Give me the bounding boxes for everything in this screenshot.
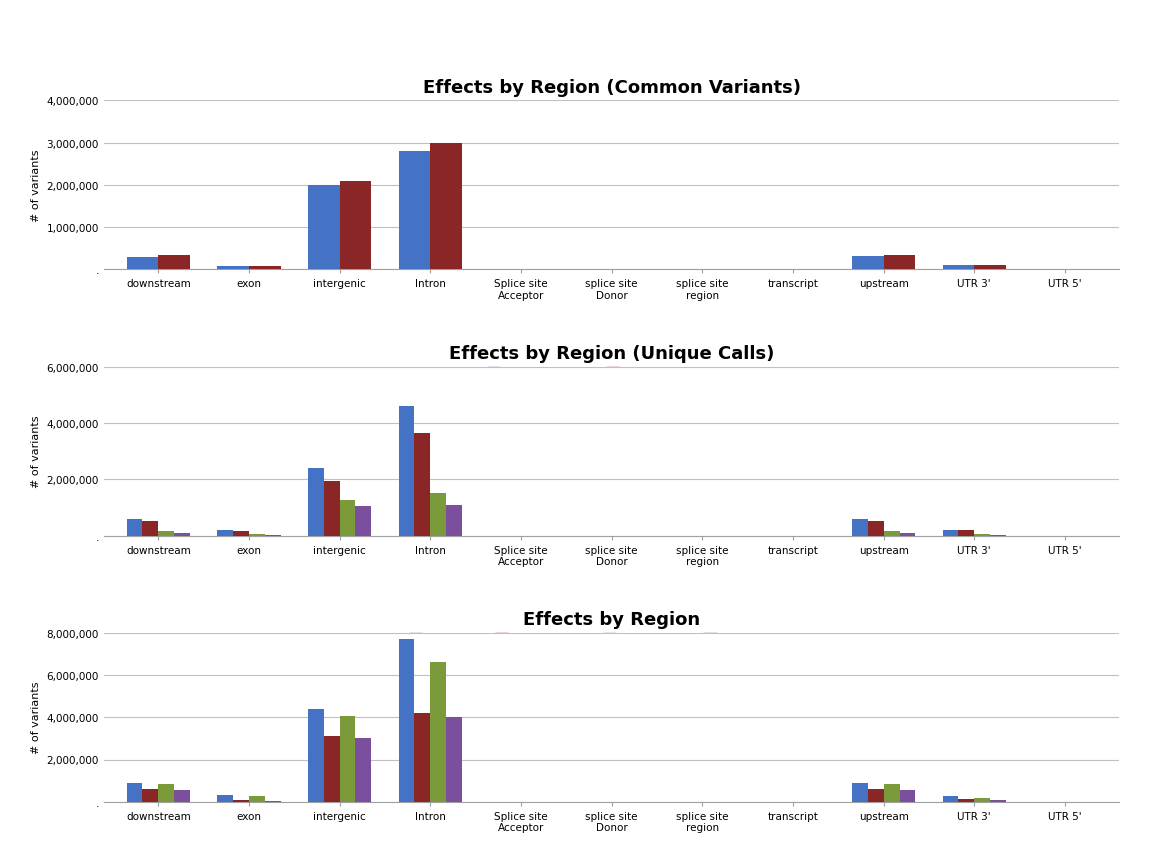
Bar [339,500,355,536]
Bar [868,522,884,536]
Bar [249,267,280,270]
Bar [217,795,233,802]
Bar [174,790,190,802]
Bar [884,255,915,270]
Bar [324,736,339,802]
Bar [249,796,264,802]
Bar [217,267,249,270]
Bar [308,468,324,536]
Bar [959,798,974,802]
Bar [355,738,372,802]
Bar [308,709,324,802]
Bar [943,266,974,270]
Bar [398,152,430,270]
Bar [127,257,158,270]
Bar [943,530,959,536]
Bar [158,784,174,802]
Bar [249,534,264,536]
Title: Effects by Region (Common Variants): Effects by Region (Common Variants) [422,79,801,97]
Bar [339,181,372,270]
Bar [974,265,1006,270]
Bar [868,789,884,802]
Bar [233,800,249,802]
Bar [398,407,414,536]
Bar [398,640,414,802]
Bar [899,790,915,802]
Bar [127,783,142,802]
Bar [884,784,899,802]
Bar [974,534,990,536]
Bar [852,783,868,802]
Bar [142,789,158,802]
Bar [430,663,447,802]
Bar [430,494,447,536]
Bar [217,530,233,536]
Bar [430,143,462,270]
Bar [158,532,174,536]
Legend: Common : GATK, Common : Samtools: Common : GATK, Common : Samtools [482,364,741,382]
Bar [943,797,959,802]
Y-axis label: # of variants: # of variants [31,415,42,488]
Bar [414,713,430,802]
Bar [990,800,1006,802]
Bar [233,531,249,536]
Bar [974,798,990,802]
Title: Effects by Region: Effects by Region [523,611,700,629]
Bar [414,433,430,536]
Bar [447,717,462,802]
Bar [264,801,280,802]
Bar [142,522,158,536]
Bar [355,506,372,536]
Bar [339,717,355,802]
Bar [884,531,899,536]
Y-axis label: # of variants: # of variants [31,681,42,754]
Bar [308,186,339,270]
Bar [158,256,190,270]
Y-axis label: # of variants: # of variants [31,149,42,222]
Bar [852,257,884,270]
Bar [447,505,462,536]
Bar [959,531,974,536]
Bar [127,519,142,536]
Bar [324,481,339,536]
Title: Effects by Region (Unique Calls): Effects by Region (Unique Calls) [449,345,774,363]
Bar [852,519,868,536]
Bar [174,533,190,536]
Bar [899,533,915,536]
Legend: Ion : GATK, Ion : Samtools, Hiseq : GATK, Hiseq : Samtools: Ion : GATK, Ion : Samtools, Hiseq : GATK… [404,630,819,648]
